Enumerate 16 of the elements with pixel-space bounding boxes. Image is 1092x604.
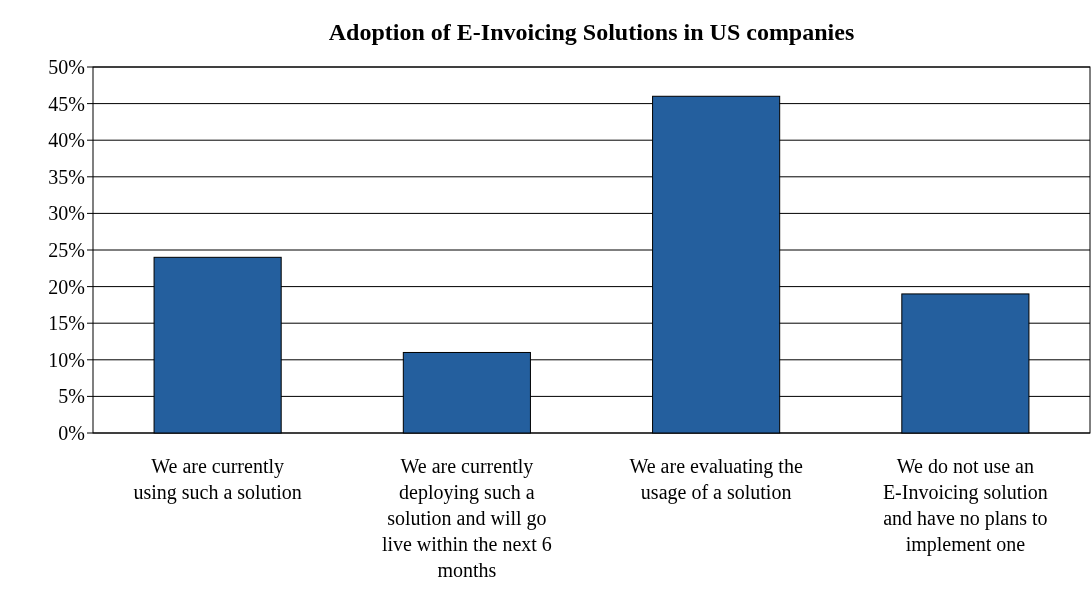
- x-tick-label: We are currently deploying such a solution and will go live within the next 6 months: [381, 455, 552, 581]
- chart-title: Adoption of E-Invoicing Solutions in US companies: [328, 19, 855, 45]
- y-tick-label: 35%: [48, 165, 85, 188]
- y-tick-label: 15%: [48, 312, 85, 335]
- y-tick-label: 0%: [58, 422, 85, 444]
- x-tick-label: We do not use an E-Invoicing solution and have no plans to implement one: [882, 455, 1048, 556]
- x-tick-label: We are currently using such a solution: [133, 455, 302, 504]
- y-tick-label: 20%: [48, 275, 85, 298]
- y-tick-label: 5%: [58, 385, 85, 408]
- y-tick-label: 30%: [48, 202, 85, 225]
- x-tick-label: We are evaluating the usage of a solution: [629, 455, 803, 504]
- y-tick-label: 10%: [48, 348, 85, 371]
- y-tick-label: 40%: [48, 129, 85, 152]
- y-tick-label: 45%: [48, 92, 85, 115]
- y-tick-label: 25%: [48, 239, 85, 261]
- y-tick-label: 50%: [48, 56, 85, 78]
